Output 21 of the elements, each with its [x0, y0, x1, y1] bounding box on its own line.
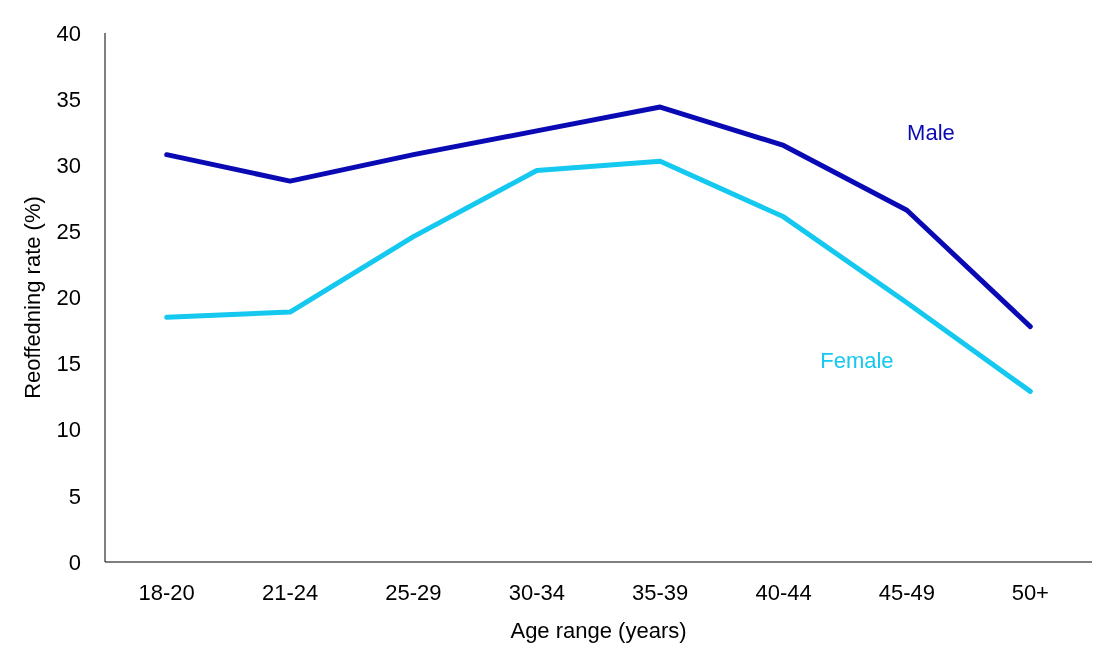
x-tick-label: 35-39 — [632, 580, 689, 605]
y-tick-label: 0 — [68, 549, 81, 575]
x-tick-label: 40-44 — [755, 580, 812, 605]
text: Female — [820, 347, 894, 373]
y-tick-label: 35 — [56, 86, 81, 112]
y-tick-label: 25 — [56, 219, 81, 245]
y-tick-label: 20 — [56, 285, 81, 311]
y-tick-label: 30 — [56, 152, 81, 178]
x-tick-label: 18-20 — [138, 580, 195, 605]
y-axis-title: Reoffedning rate (%) — [20, 196, 45, 399]
x-axis-title: Age range (years) — [510, 618, 687, 643]
y-tick-label: 40 — [56, 20, 81, 46]
y-tick-label: 5 — [68, 483, 81, 509]
x-tick-label: 45-49 — [878, 580, 936, 605]
x-tick-label: 30-34 — [508, 580, 565, 605]
x-tick-label: 25-29 — [385, 580, 442, 605]
y-tick-label: 15 — [56, 351, 81, 377]
x-tick-label: 21-24 — [261, 580, 319, 605]
text: Male — [907, 120, 955, 146]
y-tick-label: 10 — [56, 417, 81, 443]
x-tick-label: 50+ — [1011, 580, 1049, 605]
